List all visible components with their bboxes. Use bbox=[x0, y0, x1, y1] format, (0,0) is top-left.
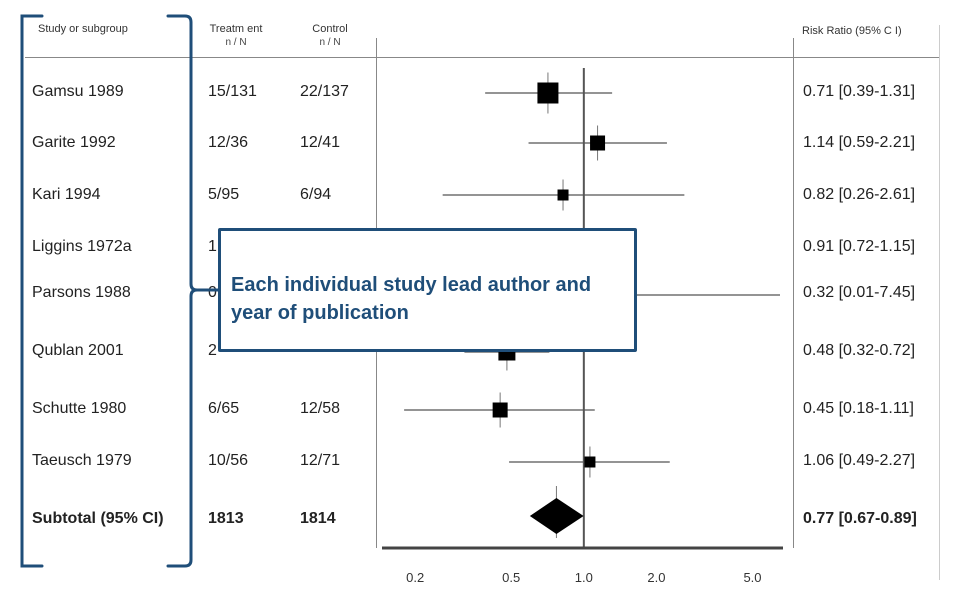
study-name: Gamsu 1989 bbox=[32, 83, 124, 100]
control-count: 12/71 bbox=[300, 452, 341, 469]
study-marker bbox=[537, 82, 559, 104]
plot-right-border bbox=[793, 38, 794, 548]
control-count: 22/137 bbox=[300, 83, 349, 100]
subtotal-label: Subtotal (95% CI) bbox=[32, 510, 164, 527]
header-risk-ratio: Risk Ratio (95% C I) bbox=[802, 25, 902, 37]
risk-ratio-text: 0.48 [0.32-0.72] bbox=[803, 342, 916, 359]
table-right-border bbox=[939, 25, 940, 580]
treatment-count: 15/131 bbox=[208, 83, 257, 100]
callout-box: Each individual study lead author and ye… bbox=[218, 228, 637, 352]
control-count: 6/94 bbox=[300, 186, 332, 203]
x-tick-label: 1.0 bbox=[575, 570, 593, 585]
study-marker bbox=[557, 189, 569, 201]
risk-ratio-text: 1.14 [0.59-2.21] bbox=[803, 134, 916, 151]
x-tick-label: 2.0 bbox=[647, 570, 665, 585]
header-treatment: Treatm ent n / N bbox=[200, 22, 272, 50]
risk-ratio-text: 1.06 [0.49-2.27] bbox=[803, 452, 916, 469]
subtotal-diamond bbox=[529, 498, 584, 534]
risk-ratio-text: 0.45 [0.18-1.11] bbox=[803, 400, 914, 417]
x-tick-label: 0.5 bbox=[502, 570, 520, 585]
risk-ratio-text: 0.91 [0.72-1.15] bbox=[803, 238, 916, 255]
study-name: Qublan 2001 bbox=[32, 342, 124, 359]
subtotal-control: 1814 bbox=[300, 510, 336, 527]
callout-text: Each individual study lead author and ye… bbox=[231, 274, 592, 324]
study-name: Garite 1992 bbox=[32, 134, 116, 151]
subtotal-risk-ratio-text: 0.77 [0.67-0.89] bbox=[803, 510, 917, 527]
header-divider bbox=[25, 57, 940, 58]
study-marker bbox=[584, 456, 596, 468]
header-control: Control n / N bbox=[294, 22, 366, 50]
study-name: Kari 1994 bbox=[32, 186, 101, 203]
risk-ratio-text: 0.71 [0.39-1.31] bbox=[803, 83, 916, 100]
header-treatment-sub: n / N bbox=[225, 37, 247, 48]
study-name: Parsons 1988 bbox=[32, 284, 131, 301]
x-tick-label: 0.2 bbox=[406, 570, 424, 585]
x-tick-label: 5.0 bbox=[743, 570, 761, 585]
risk-ratio-text: 0.82 [0.26-2.61] bbox=[803, 186, 916, 203]
study-marker bbox=[590, 135, 606, 151]
control-count: 12/58 bbox=[300, 400, 341, 417]
study-marker bbox=[492, 402, 508, 418]
header-study: Study or subgroup bbox=[38, 23, 128, 35]
study-name: Schutte 1980 bbox=[32, 400, 127, 417]
header-control-sub: n / N bbox=[319, 37, 341, 48]
control-count: 12/41 bbox=[300, 134, 341, 151]
risk-ratio-text: 0.32 [0.01-7.45] bbox=[803, 284, 916, 301]
study-name: Taeusch 1979 bbox=[32, 452, 132, 469]
header-treatment-label: Treatm ent bbox=[209, 23, 263, 35]
header-control-label: Control bbox=[312, 23, 348, 35]
study-name: Liggins 1972a bbox=[32, 238, 132, 255]
